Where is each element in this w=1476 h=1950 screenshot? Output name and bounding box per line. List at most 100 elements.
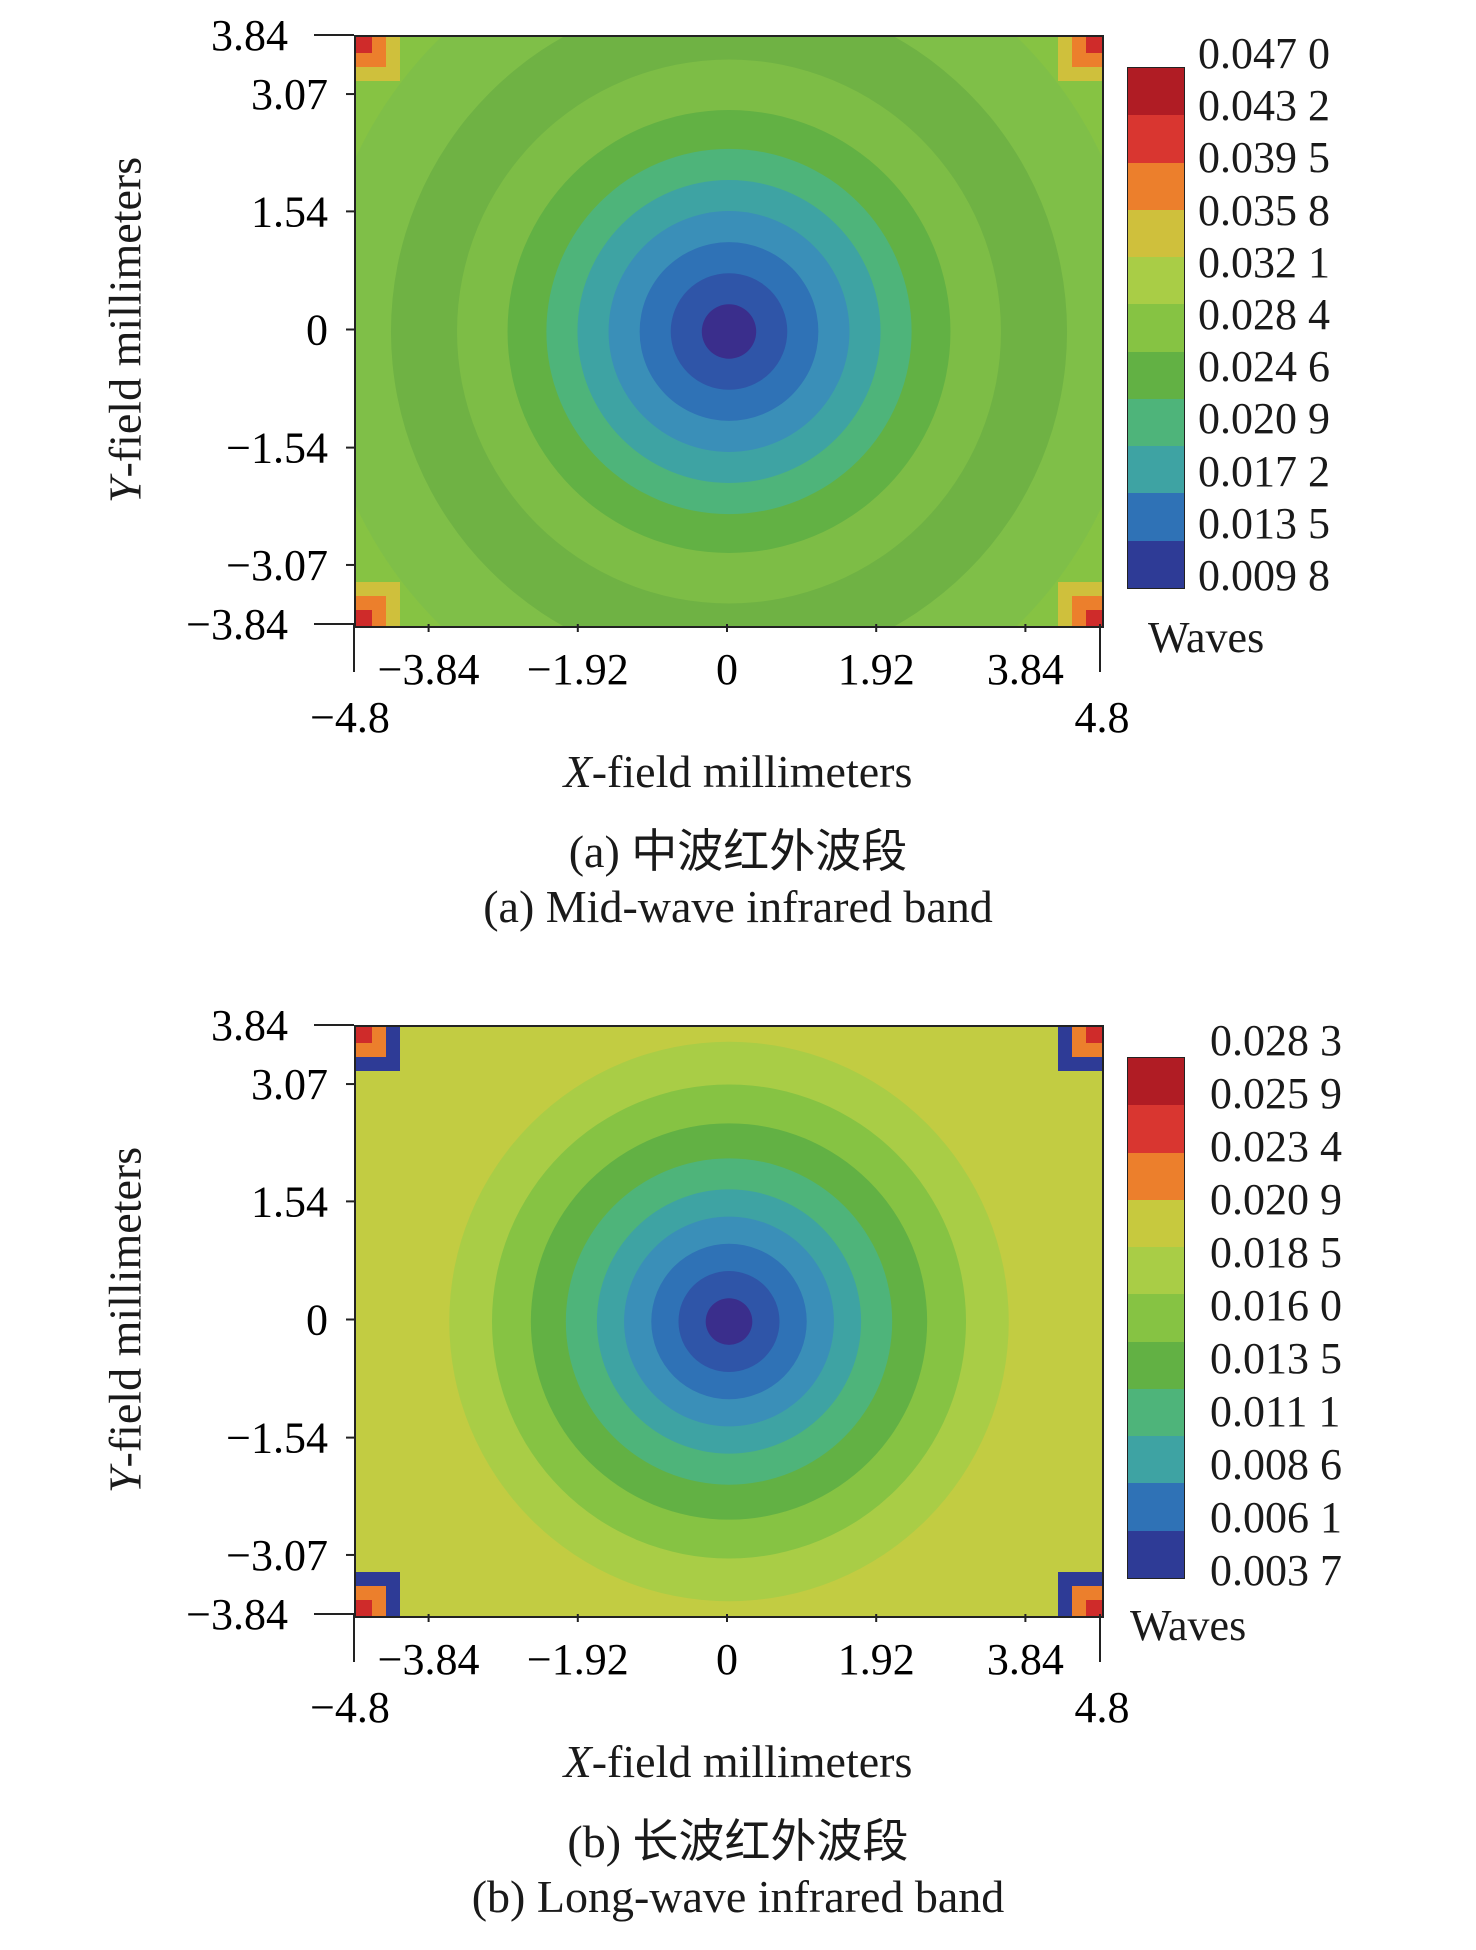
axes: −3.84 −1.92 0 1.92 3.84−4.8 4.83.843.071.540−…	[186, 11, 1130, 742]
colorbar-label: 0.023 4	[1210, 1122, 1342, 1171]
x-tick-label: 3.84	[987, 1635, 1064, 1684]
colorbar-segment	[1128, 1294, 1184, 1343]
y-tick-label: 3.07	[251, 70, 328, 119]
colorbar-label: 0.043 2	[1198, 81, 1330, 131]
colorbar-segment	[1128, 1341, 1184, 1390]
colorbar-label: 0.013 5	[1210, 1334, 1342, 1383]
colorbar-label: 0.024 6	[1198, 342, 1330, 392]
colorbar-label: 0.011 1	[1210, 1387, 1341, 1436]
colorbar-label: 0.039 5	[1198, 133, 1330, 183]
chart-panel-b: −3.84 −1.92 0 1.92 3.84 −4.8 4.8 3.84 3.07 1.54 0−…	[0, 990, 1476, 1950]
caption-english: (a) Mid-wave infrared band	[483, 881, 993, 932]
corner-spot-2-2	[356, 1600, 372, 1616]
x-end-label: 4.8	[1075, 693, 1130, 742]
colorbar-label: 0.013 5	[1198, 498, 1330, 548]
colorbar-segment	[1128, 1152, 1184, 1201]
x-end-label: −4.8	[310, 1683, 390, 1732]
colorbar-label: 0.017 2	[1198, 446, 1330, 496]
axes: −3.84 −1.92 0 1.92 3.84−4.8 4.83.843.071.540−…	[186, 1001, 1130, 1732]
colorbar-units: Waves	[1130, 1601, 1247, 1650]
y-axis-label: Y-field millimeters	[99, 156, 151, 503]
y-tick-label: 1.54	[251, 187, 328, 236]
heatmap-field	[356, 1027, 1102, 1616]
y-tick-label: 3.07	[251, 1060, 328, 1109]
colorbar-segment	[1128, 257, 1184, 305]
y-tick-label: −3.84	[186, 1590, 288, 1639]
x-tick-label: 0	[716, 1635, 738, 1684]
colorbar-label: 0.028 3	[1210, 1016, 1342, 1065]
colorbar-segment	[1128, 1105, 1184, 1154]
corner-spot-1-2	[1086, 37, 1102, 53]
x-axis-label: X-field millimeters	[563, 1736, 913, 1787]
x-end-label: 4.8	[1075, 1683, 1130, 1732]
colorbar-segment	[1128, 398, 1184, 447]
x-tick-label: 0	[716, 645, 738, 694]
colorbar-label: 0.016 0	[1210, 1281, 1342, 1330]
colorbar	[1127, 1057, 1185, 1579]
corner-spot-0-2	[356, 1027, 372, 1043]
y-tick-label: −1.54	[226, 1414, 328, 1463]
colorbar	[1127, 67, 1185, 589]
colorbar-label: 0.047 0	[1198, 29, 1330, 78]
colorbar-segment	[1128, 1483, 1184, 1532]
colorbar-segment	[1128, 162, 1184, 211]
caption-chinese: (a) 中波红外波段	[568, 826, 908, 877]
colorbar-segment	[1128, 1199, 1184, 1248]
x-tick-label: −3.84	[378, 645, 480, 694]
colorbar-segment	[1128, 1436, 1184, 1484]
colorbar-segment	[1128, 1247, 1184, 1295]
field-band-9	[705, 1298, 753, 1345]
y-tick-label: −3.84	[186, 600, 288, 649]
field-band-10	[701, 304, 757, 359]
x-tick-label: −1.92	[527, 1635, 629, 1684]
corner-spot-2-2	[356, 610, 372, 626]
y-tick-label: 0	[306, 1296, 328, 1345]
colorbar-segment	[1128, 115, 1184, 164]
corner-spot-1-2	[1086, 1027, 1102, 1043]
colorbar-units: Waves	[1148, 613, 1265, 662]
colorbar-segment	[1128, 540, 1184, 589]
colorbar-label: 0.003 7	[1210, 1546, 1342, 1595]
y-tick-label: −1.54	[226, 424, 328, 473]
colorbar-segment	[1128, 1530, 1184, 1579]
y-tick-label: 3.84	[211, 11, 288, 60]
colorbar-segment	[1128, 493, 1184, 542]
heatmap-plot	[354, 35, 1104, 628]
colorbar-label: 0.032 1	[1198, 237, 1330, 287]
y-tick-label: −3.07	[226, 541, 328, 590]
colorbar-label: 0.025 9	[1210, 1069, 1342, 1118]
colorbar-label: 0.020 9	[1198, 394, 1330, 444]
corner-spot-0-2	[356, 37, 372, 53]
chart-panel-a: −3.84 −1.92 0 1.92 3.84 −4.8 4.8 3.84 3.07 1.54 0−…	[0, 0, 1476, 960]
colorbar-segment	[1128, 1388, 1184, 1437]
y-tick-label: 3.84	[211, 1001, 288, 1050]
colorbar-segment	[1128, 446, 1184, 494]
x-axis-label: X-field millimeters	[563, 746, 913, 797]
colorbar-label: 0.035 8	[1198, 185, 1330, 235]
x-end-label: −4.8	[310, 693, 390, 742]
caption-chinese: (b) 长波红外波段	[567, 1816, 909, 1867]
colorbar-segment	[1128, 209, 1184, 258]
colorbar-label: 0.018 5	[1210, 1228, 1342, 1277]
colorbar-label: 0.006 1	[1210, 1493, 1342, 1542]
colorbar-label: 0.020 9	[1210, 1175, 1342, 1224]
heatmap-field	[356, 37, 1102, 626]
colorbar-label: 0.009 8	[1198, 551, 1330, 600]
y-tick-label: −3.07	[226, 1531, 328, 1580]
x-tick-label: −3.84	[378, 1635, 480, 1684]
colorbar-segment	[1128, 1058, 1184, 1106]
y-axis-label: Y-field millimeters	[99, 1146, 151, 1493]
corner-spot-3-2	[1086, 610, 1102, 626]
y-tick-label: 0	[306, 306, 328, 355]
colorbar-segment	[1128, 68, 1184, 116]
caption-english: (b) Long-wave infrared band	[471, 1871, 1005, 1922]
colorbar-segment	[1128, 304, 1184, 353]
x-tick-label: 1.92	[838, 1635, 915, 1684]
x-tick-label: 3.84	[987, 645, 1064, 694]
colorbar-segment	[1128, 351, 1184, 400]
y-tick-label: 1.54	[251, 1177, 328, 1226]
x-tick-label: −1.92	[527, 645, 629, 694]
colorbar-label: 0.028 4	[1198, 290, 1330, 339]
colorbar-label: 0.008 6	[1210, 1440, 1342, 1489]
x-tick-label: 1.92	[838, 645, 915, 694]
